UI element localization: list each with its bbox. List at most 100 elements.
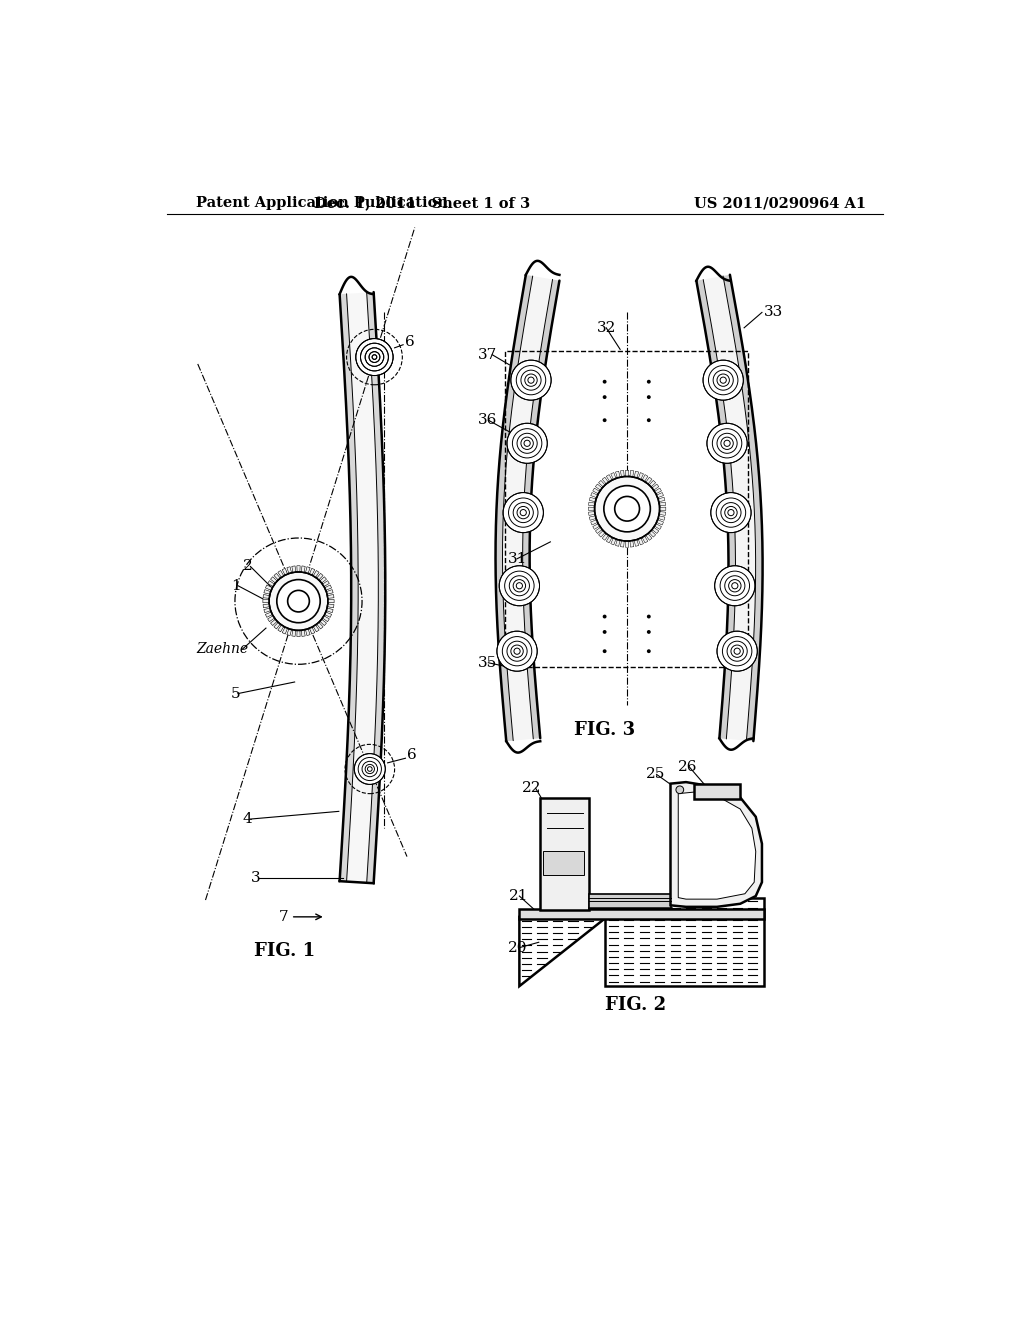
Text: 22: 22 xyxy=(521,781,542,795)
Circle shape xyxy=(717,631,758,671)
Circle shape xyxy=(511,360,551,400)
Polygon shape xyxy=(287,566,292,573)
Circle shape xyxy=(647,418,650,422)
Polygon shape xyxy=(630,470,634,477)
Text: 35: 35 xyxy=(478,656,498,669)
Polygon shape xyxy=(658,498,665,502)
Polygon shape xyxy=(301,630,305,636)
Polygon shape xyxy=(274,622,281,628)
Polygon shape xyxy=(589,502,595,506)
Circle shape xyxy=(707,424,748,463)
Circle shape xyxy=(288,590,309,612)
Circle shape xyxy=(715,566,755,606)
Polygon shape xyxy=(323,581,330,586)
Polygon shape xyxy=(301,566,305,573)
Circle shape xyxy=(703,360,743,400)
Polygon shape xyxy=(297,566,300,572)
Bar xyxy=(604,898,764,986)
Polygon shape xyxy=(646,533,652,540)
Polygon shape xyxy=(595,484,602,490)
Polygon shape xyxy=(656,492,664,498)
Polygon shape xyxy=(325,612,332,618)
Circle shape xyxy=(614,496,640,521)
Bar xyxy=(693,784,740,799)
Polygon shape xyxy=(652,527,658,533)
Polygon shape xyxy=(654,524,662,529)
Circle shape xyxy=(500,566,540,606)
Text: 26: 26 xyxy=(678,760,697,774)
Polygon shape xyxy=(591,492,598,498)
Polygon shape xyxy=(621,541,625,546)
Polygon shape xyxy=(283,569,288,576)
Polygon shape xyxy=(265,585,272,590)
Polygon shape xyxy=(267,581,274,586)
Polygon shape xyxy=(267,616,274,622)
Polygon shape xyxy=(626,470,629,477)
Text: 4: 4 xyxy=(243,812,253,826)
Polygon shape xyxy=(292,630,296,636)
Circle shape xyxy=(507,424,547,463)
Polygon shape xyxy=(634,471,639,478)
Circle shape xyxy=(603,630,606,634)
Polygon shape xyxy=(659,507,666,511)
Polygon shape xyxy=(589,498,596,502)
Polygon shape xyxy=(599,480,605,487)
Text: US 2011/0290964 A1: US 2011/0290964 A1 xyxy=(693,197,866,210)
Text: 20: 20 xyxy=(508,941,527,954)
Circle shape xyxy=(711,492,751,533)
Polygon shape xyxy=(649,531,655,537)
Polygon shape xyxy=(659,512,666,515)
Text: Patent Application Publication: Patent Application Publication xyxy=(197,197,449,210)
Text: 7: 7 xyxy=(280,909,289,924)
Circle shape xyxy=(497,631,538,671)
Text: 3: 3 xyxy=(251,871,260,886)
Polygon shape xyxy=(638,539,643,545)
Circle shape xyxy=(503,492,544,533)
Polygon shape xyxy=(265,612,272,618)
Polygon shape xyxy=(319,577,327,583)
Polygon shape xyxy=(723,275,763,741)
Polygon shape xyxy=(313,624,319,632)
Polygon shape xyxy=(283,627,288,634)
Polygon shape xyxy=(610,473,615,479)
Polygon shape xyxy=(671,781,762,907)
Polygon shape xyxy=(313,570,319,577)
Polygon shape xyxy=(503,276,553,741)
Polygon shape xyxy=(649,480,655,487)
Polygon shape xyxy=(589,507,595,511)
Polygon shape xyxy=(309,627,314,634)
Polygon shape xyxy=(264,590,270,594)
Polygon shape xyxy=(642,475,648,482)
Circle shape xyxy=(603,615,606,619)
Polygon shape xyxy=(292,566,296,573)
Polygon shape xyxy=(599,531,605,537)
Polygon shape xyxy=(328,605,334,607)
Polygon shape xyxy=(287,628,292,635)
Bar xyxy=(541,797,589,909)
Polygon shape xyxy=(327,609,333,612)
Polygon shape xyxy=(696,280,735,739)
Text: 1: 1 xyxy=(231,578,241,593)
Text: 21: 21 xyxy=(509,890,528,903)
Polygon shape xyxy=(328,594,334,598)
Circle shape xyxy=(647,615,650,619)
Circle shape xyxy=(276,579,321,623)
Polygon shape xyxy=(297,631,300,636)
Polygon shape xyxy=(270,577,278,583)
Polygon shape xyxy=(316,622,323,628)
Circle shape xyxy=(356,339,393,376)
Polygon shape xyxy=(634,540,639,546)
Polygon shape xyxy=(323,616,330,622)
Polygon shape xyxy=(591,520,598,525)
Polygon shape xyxy=(593,524,600,529)
Text: Zaehne: Zaehne xyxy=(197,642,249,656)
Bar xyxy=(506,351,748,667)
Polygon shape xyxy=(638,473,643,479)
Text: 5: 5 xyxy=(231,686,241,701)
Polygon shape xyxy=(678,792,756,899)
Polygon shape xyxy=(263,594,269,598)
Text: 23: 23 xyxy=(697,807,717,820)
Polygon shape xyxy=(522,280,559,739)
Text: 33: 33 xyxy=(764,305,782,319)
Polygon shape xyxy=(263,599,269,603)
